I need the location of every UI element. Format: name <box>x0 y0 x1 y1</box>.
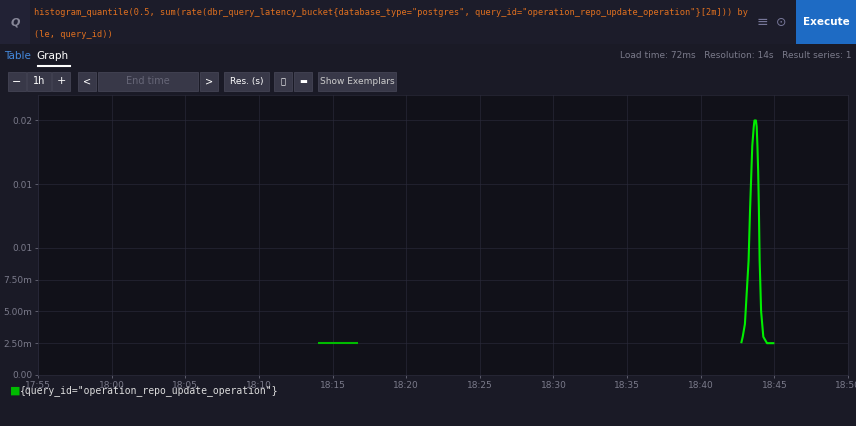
Text: +: + <box>56 77 66 86</box>
Text: ■: ■ <box>10 386 21 396</box>
Text: <: < <box>83 77 91 86</box>
Text: 1h: 1h <box>33 77 45 86</box>
Text: >: > <box>205 77 213 86</box>
Text: Show Exemplars: Show Exemplars <box>319 77 395 86</box>
Text: Q: Q <box>10 17 20 27</box>
Text: −: − <box>12 77 21 86</box>
Text: ⊙: ⊙ <box>776 15 787 29</box>
Text: ≡: ≡ <box>757 15 768 29</box>
Text: Execute: Execute <box>803 17 849 27</box>
Text: (le, query_id)): (le, query_id)) <box>34 30 113 39</box>
Text: End time: End time <box>126 77 169 86</box>
Text: 📈: 📈 <box>281 77 286 86</box>
Text: ▬: ▬ <box>299 77 307 86</box>
Text: Res. (s): Res. (s) <box>229 77 264 86</box>
Text: Load time: 72ms   Resolution: 14s   Result series: 1: Load time: 72ms Resolution: 14s Result s… <box>620 52 851 60</box>
Text: histogram_quantile(0.5, sum(rate(dbr_query_latency_bucket{database_type="postgre: histogram_quantile(0.5, sum(rate(dbr_que… <box>34 8 748 17</box>
Text: Graph: Graph <box>36 51 68 61</box>
Text: {query_id="operation_repo_update_operation"}: {query_id="operation_repo_update_operati… <box>20 386 278 397</box>
Text: Table: Table <box>4 51 32 61</box>
